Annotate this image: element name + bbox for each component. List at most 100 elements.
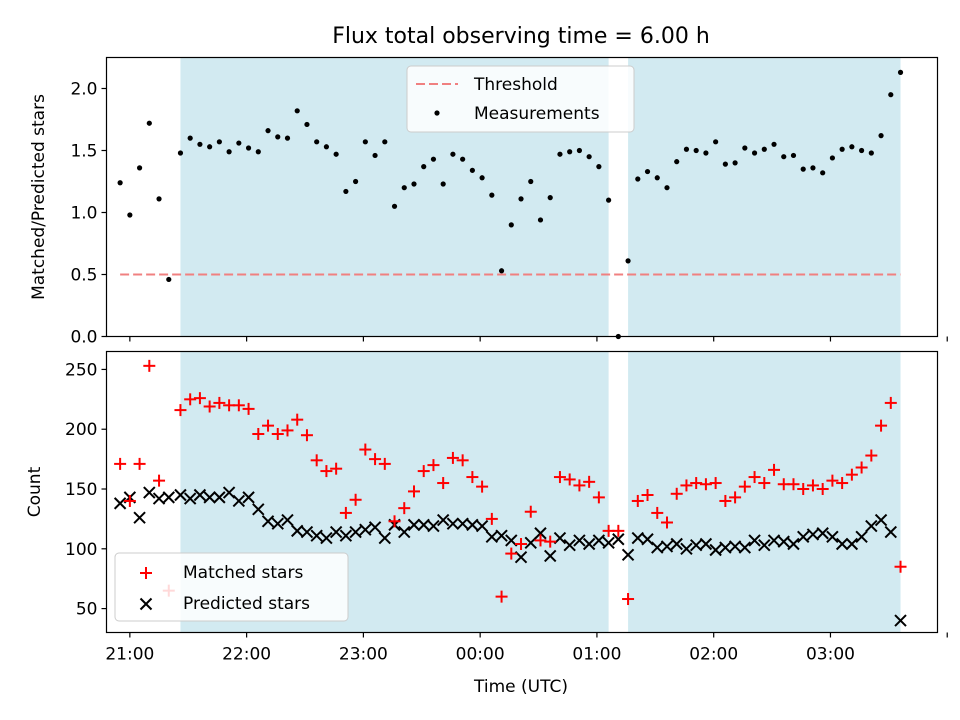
legend-x-marker-b — [139, 597, 153, 611]
predicted-star-point — [329, 525, 343, 539]
predicted-star-point-b — [544, 549, 557, 563]
measurement-point — [450, 151, 456, 157]
predicted-star-point-b — [797, 530, 810, 544]
matched-star-point — [262, 419, 275, 432]
top-y-tick-label: 1.5 — [70, 142, 97, 162]
legend-threshold-label: Threshold — [473, 75, 558, 95]
measurement-point — [489, 192, 495, 198]
measurement-point — [644, 168, 651, 175]
predicted-star-point-b — [485, 530, 499, 544]
predicted-star-point — [709, 543, 722, 557]
measurement-point — [117, 180, 123, 186]
matched-star-point — [563, 473, 576, 486]
measurement-point — [537, 217, 544, 223]
measurement-point — [440, 181, 446, 187]
matched-star-point — [349, 493, 362, 506]
x-tick-label: 01:00 — [572, 645, 621, 665]
predicted-star-point — [553, 531, 567, 545]
matched-star-point — [398, 502, 411, 515]
predicted-star-point — [894, 614, 907, 627]
predicted-star-point-b — [612, 533, 625, 546]
measurement-point — [401, 185, 407, 191]
measurement-point — [888, 92, 894, 98]
matched-star-point — [573, 479, 586, 492]
predicted-star-point — [339, 529, 353, 542]
matched-star-point — [456, 454, 469, 467]
measurement-point — [829, 155, 836, 161]
measurement-point — [294, 108, 300, 114]
measurement-point — [790, 152, 797, 159]
measurement-point — [136, 165, 143, 171]
measurement-point — [713, 139, 719, 145]
predicted-star-point — [816, 527, 829, 540]
measurement-point — [664, 185, 670, 191]
measurement-point — [878, 133, 884, 139]
bottom-y-axis-label: Count — [25, 466, 45, 517]
predicted-star-point-b — [368, 521, 382, 534]
predicted-star-point-b — [427, 519, 440, 533]
measurement-point — [820, 170, 826, 176]
measurement-point — [567, 149, 573, 155]
matched-star-point — [787, 478, 800, 491]
predicted-star-point — [621, 548, 635, 561]
predicted-star-point-b — [719, 541, 732, 554]
predicted-star-point — [252, 503, 265, 516]
matched-star-point — [894, 560, 907, 573]
predicted-star-point-b — [113, 497, 127, 510]
predicted-star-point — [320, 531, 333, 545]
matched-star-point — [427, 459, 440, 472]
measurement-point — [146, 120, 152, 126]
measurement-point — [576, 147, 583, 154]
measurement-point — [127, 212, 133, 218]
measurement-point — [498, 268, 505, 274]
measurement-point — [353, 178, 359, 185]
predicted-star-point — [193, 488, 207, 502]
predicted-star-point — [407, 518, 421, 532]
predicted-star-point-b — [398, 525, 411, 539]
predicted-star-point-b — [689, 539, 703, 552]
predicted-star-point — [865, 519, 878, 533]
matched-star-point — [114, 457, 127, 470]
predicted-star-point — [398, 525, 411, 539]
measurement-point — [586, 154, 592, 160]
predicted-star-point-b — [621, 548, 635, 561]
measurement-point — [625, 258, 631, 264]
observing-window-shade — [628, 57, 901, 337]
predicted-star-point-b — [271, 517, 284, 530]
matched-star-point — [203, 400, 216, 413]
predicted-star-point-b — [152, 492, 166, 505]
predicted-star-point — [174, 488, 187, 502]
predicted-star-point — [777, 535, 790, 548]
predicted-star-point — [281, 513, 294, 527]
predicted-star-point — [524, 536, 537, 550]
bottom-shaded-regions — [180, 351, 901, 633]
matched-star-point — [845, 468, 858, 481]
top-y-ticks: 0.0 0.5 1.0 1.5 2.0 — [70, 80, 107, 348]
predicted-star-point-b — [777, 535, 790, 548]
predicted-star-point-b — [505, 534, 518, 547]
predicted-star-point — [368, 521, 382, 534]
measurement-point — [207, 144, 213, 150]
predicted-star-point-b — [845, 537, 859, 551]
matched-star-point — [437, 477, 450, 490]
predicted-star-point-b — [320, 531, 333, 545]
predicted-star-point — [183, 492, 197, 505]
predicted-star-point-b — [133, 511, 146, 524]
matched-star-point — [495, 590, 508, 603]
top-x-ticks — [129, 336, 948, 342]
predicted-star-point-b — [534, 527, 547, 540]
x-tick-label: 02:00 — [689, 645, 738, 665]
measurement-point — [265, 128, 271, 134]
matched-star-point — [670, 487, 683, 500]
predicted-stars-points — [113, 486, 907, 627]
measurement-point — [245, 145, 252, 151]
x-tick-label: 00:00 — [456, 645, 505, 665]
matched-star-point — [612, 524, 625, 537]
measurement-point — [547, 195, 553, 201]
predicted-star-point — [602, 536, 615, 550]
matched-star-point — [515, 538, 528, 551]
matched-star-point — [417, 465, 430, 478]
predicted-star-point — [310, 529, 323, 542]
matched-star-point — [184, 393, 197, 406]
matched-star-point — [855, 461, 868, 474]
